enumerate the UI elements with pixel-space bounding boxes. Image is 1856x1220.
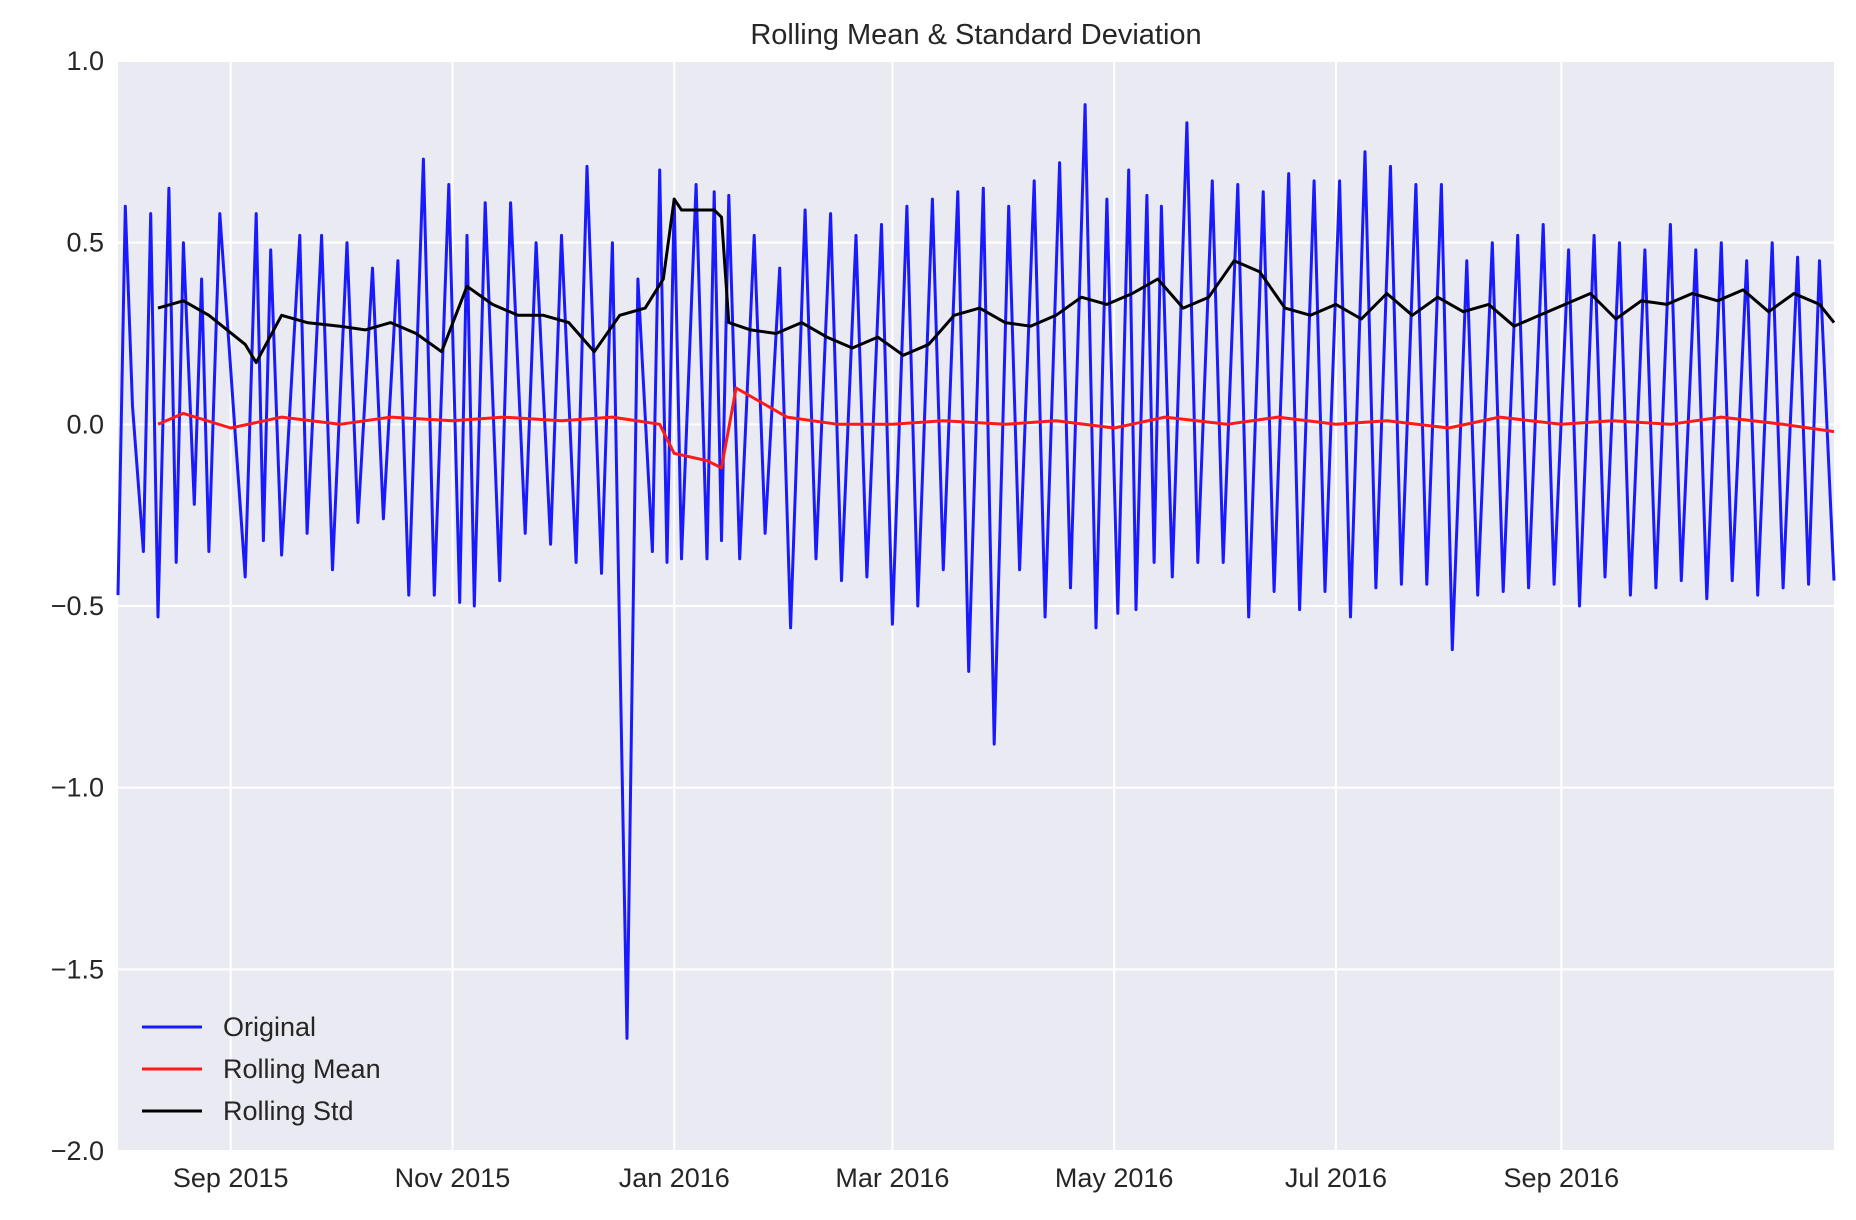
series-original-line [116,103,1836,1040]
y-axis-ticks: 1.0 0.5 0.0 −0.5 −1.0 −1.5 −2.0 [51,46,104,1166]
legend-label: Rolling Std [223,1096,354,1126]
x-tick-label: Mar 2016 [835,1163,949,1193]
series-layer [116,103,1836,1040]
x-tick-label: Sep 2016 [1504,1163,1620,1193]
legend-label: Rolling Mean [223,1054,381,1084]
legend: Original Rolling Mean Rolling Std [142,1012,381,1126]
x-tick-label: Jul 2016 [1285,1163,1387,1193]
y-tick-label: −2.0 [51,1136,104,1166]
x-tick-label: Jan 2016 [619,1163,730,1193]
series-rolling-mean-line [157,386,1835,470]
x-tick-label: Sep 2015 [173,1163,289,1193]
y-tick-label: 0.0 [66,409,104,439]
x-tick-label: Nov 2015 [395,1163,511,1193]
chart-title: Rolling Mean & Standard Deviation [750,19,1201,51]
legend-item-rolling-mean: Rolling Mean [142,1054,381,1084]
y-tick-label: 1.0 [66,46,104,76]
legend-item-original: Original [142,1012,316,1042]
x-tick-label: May 2016 [1055,1163,1174,1193]
y-tick-label: 0.5 [66,228,104,258]
legend-item-rolling-std: Rolling Std [142,1096,354,1126]
legend-label: Original [223,1012,316,1042]
y-tick-label: −1.0 [51,773,104,803]
y-tick-label: −1.5 [51,954,104,984]
x-axis-ticks: Sep 2015 Nov 2015 Jan 2016 Mar 2016 May 2016… [173,1163,1619,1193]
series-rolling-std-line [157,197,1836,365]
y-tick-label: −0.5 [51,591,104,621]
